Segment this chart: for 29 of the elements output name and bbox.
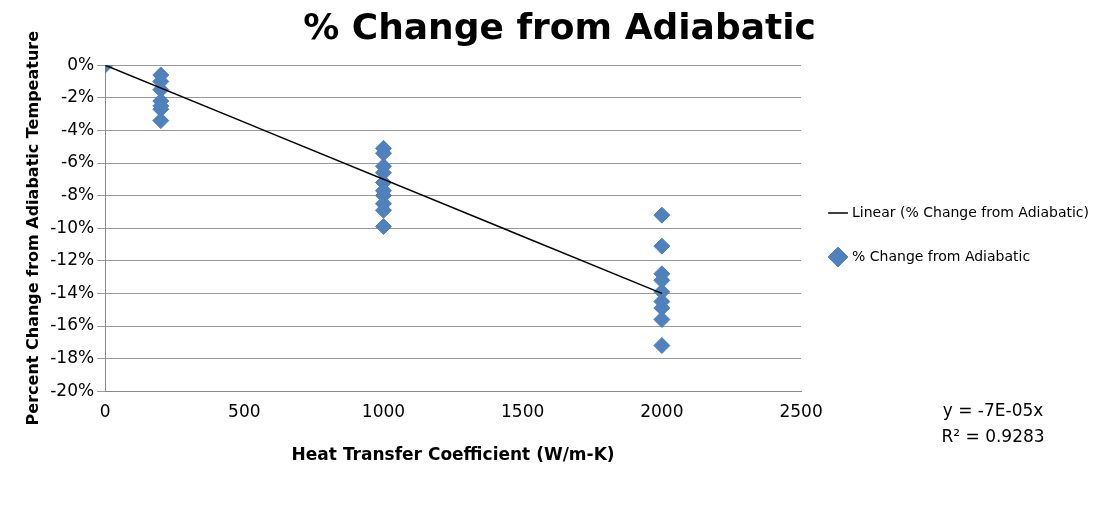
text: y = -7E-05x xyxy=(942,399,1044,420)
point xyxy=(374,218,392,236)
y-tick-label: -12% xyxy=(50,249,95,270)
x-tick-label: 2000 xyxy=(640,400,684,421)
point xyxy=(653,206,671,224)
y-tick-label: -16% xyxy=(50,314,95,335)
x-axis-title: Heat Transfer Coefficient (W/m-K) xyxy=(291,444,615,465)
y-tick-label: -4% xyxy=(61,118,95,139)
x-tick-label: 1500 xyxy=(501,400,545,421)
x-tick-label: 0 xyxy=(99,400,111,421)
point xyxy=(152,112,170,130)
y-tick-label: -18% xyxy=(50,347,95,368)
legend-label: Linear (% Change from Adiabatic) xyxy=(852,203,1090,220)
y-axis-title: Percent Change from Adiabatic Tempeature xyxy=(22,30,42,426)
legend-label: % Change from Adiabatic xyxy=(852,247,1031,264)
y-tick-label: 0% xyxy=(67,53,95,74)
chart-title: % Change from Adiabatic xyxy=(303,5,816,47)
y-tick-label: -20% xyxy=(50,379,95,400)
x-tick-label: 500 xyxy=(228,400,261,421)
y-tick-label: -6% xyxy=(61,151,95,172)
text: R² = 0.9283 xyxy=(941,425,1045,446)
y-tick-label: -14% xyxy=(50,281,95,302)
x-tick-label: 2500 xyxy=(779,400,823,421)
y-tick-label: -8% xyxy=(61,184,95,205)
point xyxy=(653,237,671,255)
y-tick-label: -10% xyxy=(50,216,95,237)
point xyxy=(653,337,671,355)
x-tick-label: 1000 xyxy=(361,400,406,421)
y-tick-label: -2% xyxy=(61,86,95,107)
